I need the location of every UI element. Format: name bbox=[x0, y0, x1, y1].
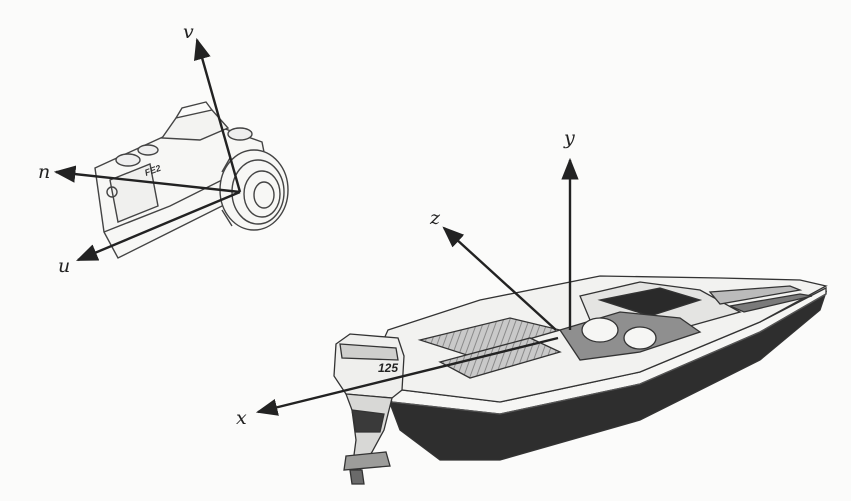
v-axis-arrow bbox=[193, 37, 242, 193]
z-axis-label: z bbox=[429, 207, 441, 229]
z-axis-arrow bbox=[442, 226, 557, 331]
x-axis-label: x bbox=[236, 407, 247, 429]
u-axis-label: u bbox=[58, 255, 70, 277]
speedboat-icon bbox=[333, 275, 828, 485]
v-axis-label: v bbox=[183, 21, 194, 43]
n-axis-arrow bbox=[53, 165, 241, 194]
n-axis-label: n bbox=[38, 161, 50, 183]
y-axis-label: y bbox=[563, 127, 575, 149]
engine-number: 125 bbox=[378, 361, 398, 375]
u-axis-arrow bbox=[76, 190, 241, 262]
x-axis-arrow bbox=[255, 336, 559, 416]
